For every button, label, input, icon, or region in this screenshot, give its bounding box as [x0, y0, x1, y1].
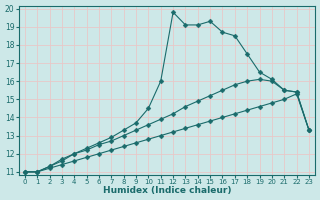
X-axis label: Humidex (Indice chaleur): Humidex (Indice chaleur) — [103, 186, 231, 195]
